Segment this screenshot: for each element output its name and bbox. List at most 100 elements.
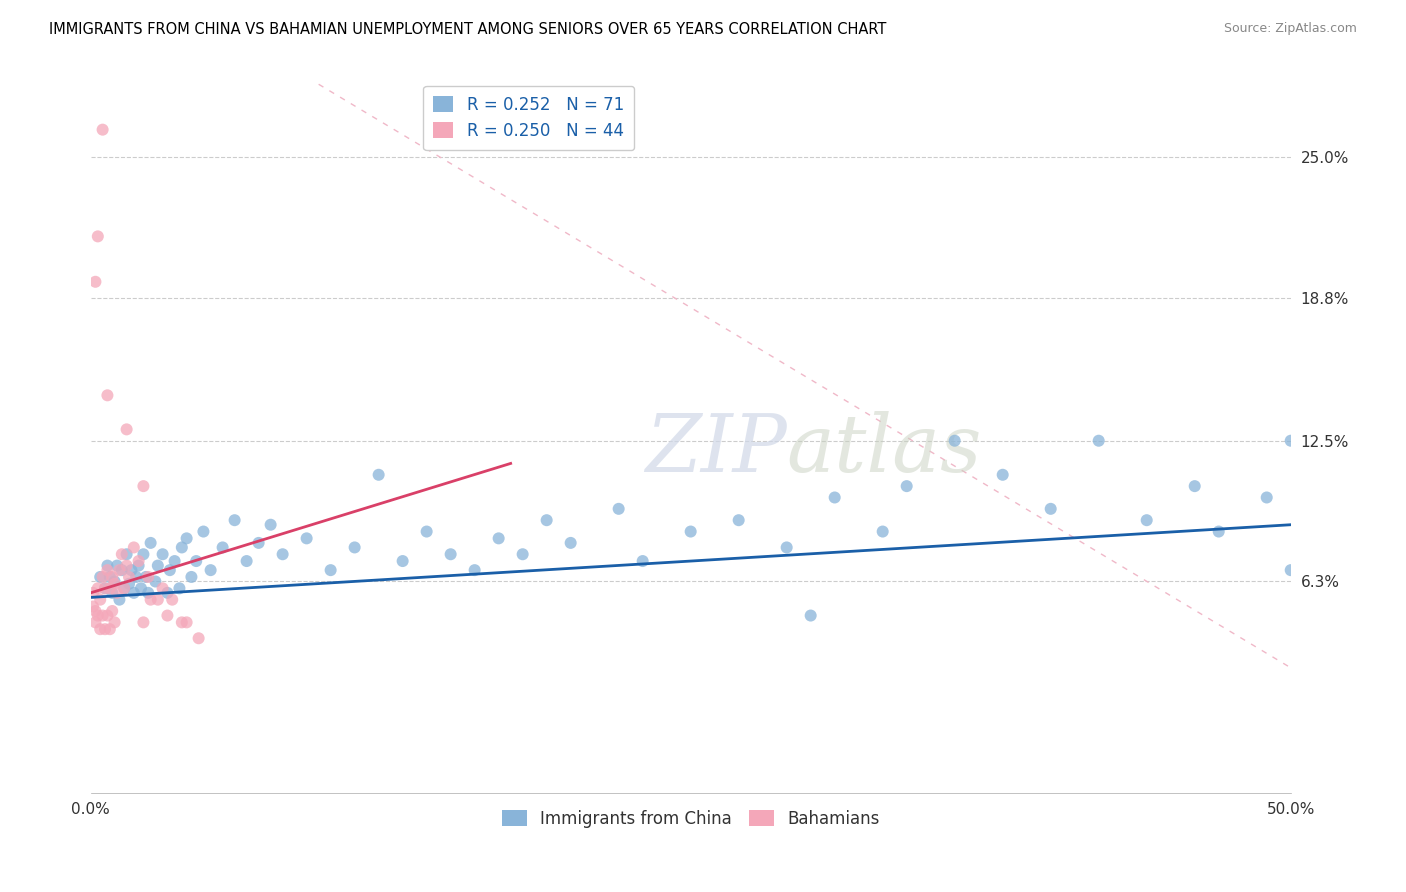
Point xyxy=(169,582,191,596)
Point xyxy=(139,592,162,607)
Point xyxy=(139,536,162,550)
Point xyxy=(136,570,159,584)
Point xyxy=(152,582,174,596)
Point xyxy=(104,615,127,630)
Point xyxy=(128,558,150,573)
Point xyxy=(89,570,111,584)
Point xyxy=(111,547,134,561)
Point xyxy=(536,513,558,527)
Point xyxy=(104,576,127,591)
Point xyxy=(96,558,118,573)
Point xyxy=(343,541,366,555)
Point xyxy=(146,592,169,607)
Point xyxy=(1208,524,1230,539)
Point xyxy=(727,513,749,527)
Point xyxy=(1279,563,1302,577)
Point xyxy=(145,574,167,589)
Point xyxy=(235,554,257,568)
Point xyxy=(112,582,135,596)
Point xyxy=(87,608,110,623)
Point xyxy=(91,608,114,623)
Point xyxy=(319,563,342,577)
Point xyxy=(84,615,107,630)
Point xyxy=(87,229,110,244)
Point xyxy=(101,570,124,584)
Point xyxy=(295,532,318,546)
Point xyxy=(824,491,846,505)
Point xyxy=(1279,434,1302,448)
Point xyxy=(200,563,222,577)
Point xyxy=(464,563,486,577)
Point xyxy=(132,547,155,561)
Point xyxy=(1087,434,1109,448)
Point xyxy=(152,547,174,561)
Point xyxy=(122,541,145,555)
Point xyxy=(118,570,141,584)
Point xyxy=(122,586,145,600)
Point xyxy=(129,582,152,596)
Point xyxy=(415,524,437,539)
Point xyxy=(367,467,389,482)
Point xyxy=(135,570,157,584)
Point xyxy=(679,524,702,539)
Point xyxy=(84,604,107,618)
Text: IMMIGRANTS FROM CHINA VS BAHAMIAN UNEMPLOYMENT AMONG SENIORS OVER 65 YEARS CORRE: IMMIGRANTS FROM CHINA VS BAHAMIAN UNEMPL… xyxy=(49,22,887,37)
Point xyxy=(187,632,209,646)
Point xyxy=(991,467,1014,482)
Legend: Immigrants from China, Bahamians: Immigrants from China, Bahamians xyxy=(495,803,886,834)
Point xyxy=(132,615,155,630)
Point xyxy=(224,513,246,527)
Text: ZIP: ZIP xyxy=(645,410,787,488)
Point xyxy=(180,570,202,584)
Point xyxy=(259,517,281,532)
Point xyxy=(94,622,117,636)
Point xyxy=(115,547,138,561)
Point xyxy=(118,576,141,591)
Point xyxy=(87,582,110,596)
Point xyxy=(176,532,198,546)
Point xyxy=(146,558,169,573)
Point xyxy=(111,563,134,577)
Point xyxy=(84,275,107,289)
Point xyxy=(82,599,104,614)
Point xyxy=(91,122,114,136)
Point xyxy=(120,563,142,577)
Point xyxy=(98,570,121,584)
Point xyxy=(488,532,510,546)
Text: Source: ZipAtlas.com: Source: ZipAtlas.com xyxy=(1223,22,1357,36)
Text: atlas: atlas xyxy=(787,410,981,488)
Point xyxy=(943,434,966,448)
Point xyxy=(98,622,121,636)
Point xyxy=(136,586,159,600)
Point xyxy=(776,541,799,555)
Point xyxy=(1256,491,1278,505)
Point xyxy=(560,536,582,550)
Point xyxy=(94,582,117,596)
Point xyxy=(1039,501,1062,516)
Point xyxy=(391,554,413,568)
Point xyxy=(247,536,270,550)
Point xyxy=(156,586,179,600)
Point xyxy=(89,622,111,636)
Point xyxy=(170,615,193,630)
Point xyxy=(211,541,233,555)
Point xyxy=(96,608,118,623)
Point xyxy=(104,574,127,589)
Point xyxy=(186,554,208,568)
Point xyxy=(105,558,128,573)
Point xyxy=(800,608,823,623)
Point xyxy=(96,388,118,402)
Point xyxy=(512,547,534,561)
Point xyxy=(163,554,186,568)
Point xyxy=(89,592,111,607)
Point xyxy=(631,554,654,568)
Point xyxy=(128,554,150,568)
Point xyxy=(125,570,148,584)
Point xyxy=(105,586,128,600)
Point xyxy=(607,501,630,516)
Point xyxy=(1184,479,1206,493)
Point xyxy=(896,479,918,493)
Point xyxy=(193,524,215,539)
Point xyxy=(1136,513,1159,527)
Point xyxy=(160,592,183,607)
